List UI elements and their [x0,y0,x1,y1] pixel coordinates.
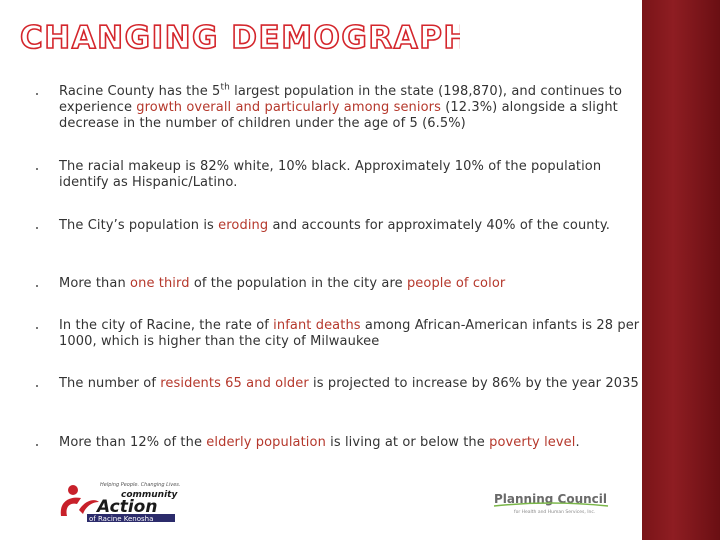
text-segment: In the city of Racine, the rate of [59,318,274,333]
text-segment: th [220,82,230,93]
bullet-text: In the city of Racine, the rate of infan… [59,318,641,350]
highlight-text: residents 65 and older [160,376,309,391]
bullet-dot [36,285,38,287]
logo-tagline: for Health and Human Services, Inc. [514,509,595,515]
text-segment: of the population in the city are [189,276,407,291]
logo-band [87,514,175,522]
logo-tagline: Helping People. Changing Lives. [100,482,180,488]
logo-name-main: Action [95,497,157,517]
logo-name: Planning Council [494,492,607,506]
title-svg: CHANGING DEMOGRAPHICS [20,19,460,57]
text-segment: largest population in the state (198,870… [59,84,623,115]
text-segment: The racial makeup is 82% white, 10% blac… [59,159,602,190]
slide-title: CHANGING DEMOGRAPHICS [20,20,460,56]
bullet-text: More than one third of the population in… [59,276,641,292]
text-segment: Racine County has the 5 [59,84,221,99]
planning-council-logo: Planning Council for Health and Human Se… [493,492,609,515]
side-bar [642,0,720,540]
logo-icon [79,500,99,514]
text-segment: (12.3%) alongside a slight decrease in t… [59,100,618,131]
highlight-text: poverty level [489,435,576,450]
logo-icon [60,497,81,516]
text-segment: among African-American infants is 28 per… [59,318,640,349]
text-segment: and accounts for approximately 40% of th… [268,218,611,233]
logo-swoosh [493,502,609,507]
text-segment: is living at or below the [325,435,490,450]
logo-icon [68,485,78,495]
highlight-text: people of color [406,276,506,291]
highlight-text: one third [130,276,190,291]
bullet-dot [36,444,38,446]
text-segment: More than 12% of the [59,435,207,450]
bullet-dot [36,168,38,170]
text-segment: The number of [59,376,161,391]
highlight-text: growth overall and particularly among se… [136,100,441,115]
logo-name-sub: of Racine Kenosha [89,515,153,523]
bullet-dot [36,93,38,95]
community-action-logo: Helping People. Changing Lives. communit… [60,482,180,523]
logo-name-top: community [121,490,178,500]
text-segment: is projected to increase by 86% by the y… [308,376,639,391]
bullet-text: The number of residents 65 and older is … [59,376,641,392]
bullet-text: More than 12% of the elderly population … [59,435,641,451]
bullet-dot [36,385,38,387]
text-segment: The City’s population is [59,218,219,233]
text-segment: . [575,435,580,450]
bullet-text: Racine County has the 5th largest popula… [59,82,641,132]
bullet-dot [36,327,38,329]
bullet-text: The City’s population is eroding and acc… [59,218,641,234]
highlight-text: eroding [218,218,269,233]
highlight-text: infant deaths [273,318,361,333]
bullet-text: The racial makeup is 82% white, 10% blac… [59,159,641,191]
highlight-text: elderly population [206,435,326,450]
text-segment: More than [59,276,131,291]
bullet-dot [36,227,38,229]
